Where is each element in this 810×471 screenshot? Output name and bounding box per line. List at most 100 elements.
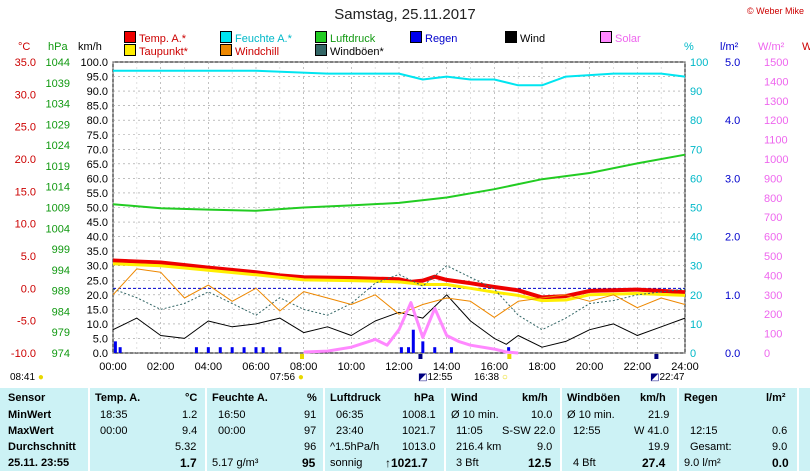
series-line xyxy=(112,268,686,318)
x-tick-label: 22:00 xyxy=(624,361,652,373)
rain-bar xyxy=(254,347,258,353)
sunrise-time: 08:41 ● xyxy=(10,372,44,383)
rain-tick-label: 1.0 xyxy=(725,290,740,302)
row-max-label: MaxWert xyxy=(8,425,54,437)
legend-wind: Wind xyxy=(505,31,545,45)
row-now-gust-bft: 4 Bft xyxy=(573,457,596,469)
temp-tick-label: -5.0 xyxy=(17,316,36,328)
sun-marker-2: 07:56 ● xyxy=(270,372,304,383)
wind-tick-label: 55.0 xyxy=(87,188,108,200)
copyright: © Weber Mike xyxy=(747,6,804,16)
humidity-tick-label: 50 xyxy=(690,203,702,215)
hdr-gust-unit: km/h xyxy=(640,392,666,404)
row-max-wind-time: 11:05 xyxy=(456,425,483,437)
legend-solar: Solar xyxy=(600,31,641,45)
sun-marker-4: 16:38 ○ xyxy=(474,372,508,383)
solar-tick-label: 200 xyxy=(764,309,782,321)
x-tick-label: 04:00 xyxy=(195,361,223,373)
solar-tick-label: 1400 xyxy=(764,76,788,88)
legend-dewpoint: Taupunkt* xyxy=(124,44,188,58)
row-now-hum-abs: 5.17 g/m³ xyxy=(212,457,259,469)
row-min-temp-time: 18:35 xyxy=(100,409,128,421)
hdr-wind: Wind xyxy=(451,392,478,404)
pressure-tick-label: 974 xyxy=(52,348,70,360)
wind-tick-label: 0.0 xyxy=(93,348,108,360)
wind-tick-label: 20.0 xyxy=(87,290,108,302)
row-min-hum-val: 91 xyxy=(304,409,317,421)
solar-tick-label: 1100 xyxy=(764,135,788,147)
x-tick-label: 00:00 xyxy=(99,361,127,373)
row-min-gust-val: 21.9 xyxy=(648,409,670,421)
unit-right-edge: W xyxy=(802,41,810,53)
row-now-rain-val: 0.0 xyxy=(772,456,789,470)
unit-rain: l/m² xyxy=(720,41,739,53)
legend-pressure: Luftdruck xyxy=(315,31,375,45)
hdr-hum: Feuchte A. xyxy=(212,392,268,404)
sun-tick xyxy=(654,354,659,359)
pressure-tick-label: 1004 xyxy=(46,223,70,235)
row-max-press-time: 23:40 xyxy=(336,425,364,437)
wind-tick-label: 70.0 xyxy=(87,144,108,156)
x-tick-label: 10:00 xyxy=(338,361,366,373)
rain-bar xyxy=(421,341,425,353)
hdr-press: Luftdruck xyxy=(330,392,381,404)
row-max-press-val: 1021.7 xyxy=(402,425,436,437)
pressure-tick-label: 1014 xyxy=(46,182,70,194)
solar-tick-label: 1000 xyxy=(764,154,788,166)
sun-tick xyxy=(507,354,512,359)
sun-tick xyxy=(299,354,304,359)
series-line xyxy=(113,69,686,87)
pressure-tick-label: 1034 xyxy=(46,99,70,111)
row-max-hum-time: 00:00 xyxy=(218,425,246,437)
rain-bar xyxy=(194,347,198,353)
x-tick-label: 24:00 xyxy=(671,361,699,373)
row-now-gust-val: 27.4 xyxy=(642,456,666,470)
wind-tick-label: 50.0 xyxy=(87,203,108,215)
humidity-tick-label: 30 xyxy=(690,261,702,273)
rain-bar xyxy=(433,347,437,353)
series-line xyxy=(112,294,686,348)
pressure-tick-label: 984 xyxy=(52,306,70,318)
rain-tick-label: 4.0 xyxy=(725,115,740,127)
hdr-rain-unit: l/m² xyxy=(766,392,786,404)
rain-tick-label: 3.0 xyxy=(725,173,740,185)
wind-tick-label: 75.0 xyxy=(87,130,108,142)
wind-tick-label: 15.0 xyxy=(87,304,108,316)
temp-tick-label: 5.0 xyxy=(21,251,36,263)
unit-pressure: hPa xyxy=(48,41,68,53)
x-tick-label: 16:00 xyxy=(481,361,509,373)
row-avg-wind-val: 9.0 xyxy=(537,441,553,453)
humidity-tick-label: 40 xyxy=(690,232,702,244)
pressure-tick-label: 1029 xyxy=(46,119,70,131)
solar-tick-label: 500 xyxy=(764,251,782,263)
temp-tick-label: 10.0 xyxy=(15,219,36,231)
row-avg-temp-val: 5.32 xyxy=(175,441,197,453)
rain-bar xyxy=(242,347,246,353)
hdr-wind-unit: km/h xyxy=(522,392,548,404)
solar-tick-label: 1300 xyxy=(764,96,788,108)
wind-tick-label: 25.0 xyxy=(87,275,108,287)
row-min-wind-label: Ø 10 min. xyxy=(451,409,499,421)
x-tick-label: 06:00 xyxy=(242,361,270,373)
solar-tick-label: 400 xyxy=(764,270,782,282)
row-avg-press-val: 1013.0 xyxy=(402,441,436,453)
humidity-tick-label: 0 xyxy=(690,348,696,360)
solar-tick-label: 300 xyxy=(764,290,782,302)
unit-temp: °C xyxy=(18,41,31,53)
solar-tick-label: 600 xyxy=(764,232,782,244)
wind-tick-label: 90.0 xyxy=(87,86,108,98)
hdr-temp-unit: °C xyxy=(185,392,198,404)
row-max-hum-val: 97 xyxy=(304,425,317,437)
row-now-temp-val: 1.7 xyxy=(180,456,197,470)
solar-tick-label: 700 xyxy=(764,212,782,224)
hdr-sensor: Sensor xyxy=(8,392,46,404)
pressure-tick-label: 999 xyxy=(52,244,70,256)
sun-tick xyxy=(418,354,423,359)
rain-bar xyxy=(278,347,282,353)
rain-tick-label: 2.0 xyxy=(725,232,740,244)
humidity-tick-label: 70 xyxy=(690,144,702,156)
solar-tick-label: 900 xyxy=(764,173,782,185)
pressure-tick-label: 1019 xyxy=(46,161,70,173)
solar-tick-label: 800 xyxy=(764,193,782,205)
row-min-temp-val: 1.2 xyxy=(182,409,198,421)
